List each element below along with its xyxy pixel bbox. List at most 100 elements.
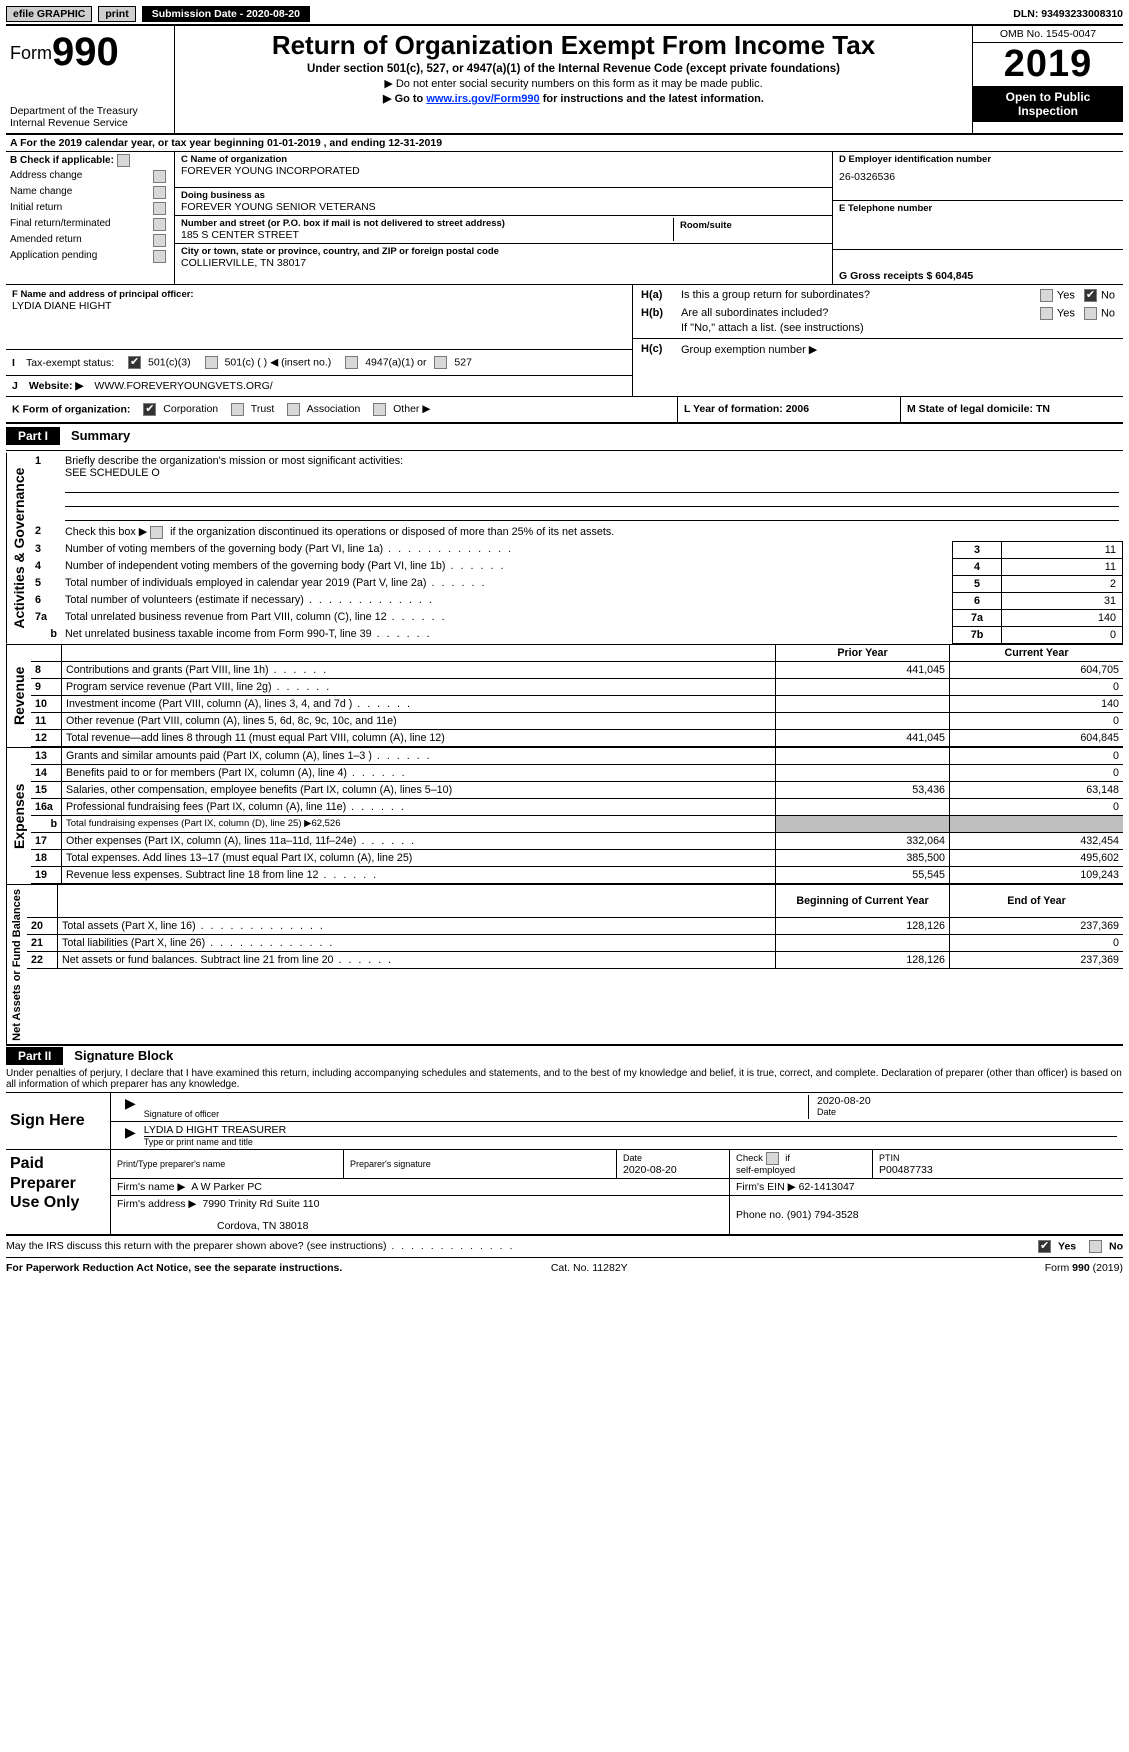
line5: Total number of individuals employed in … — [61, 575, 953, 592]
firm-addr2: Cordova, TN 38018 — [117, 1220, 723, 1232]
k-label: K Form of organization: — [12, 403, 130, 415]
efile-button[interactable]: efile GRAPHIC — [6, 6, 92, 22]
prep-sig-label: Preparer's signature — [350, 1159, 431, 1169]
chk-pending[interactable]: Application pending — [10, 250, 170, 263]
hdr-prior: Prior Year — [776, 645, 950, 662]
dept-treasury: Department of the Treasury — [10, 105, 170, 117]
ha-text: Is this a group return for subordinates? — [681, 289, 995, 302]
activities-table: 1 Briefly describe the organization's mi… — [31, 453, 1123, 644]
expenses-table: 13Grants and similar amounts paid (Part … — [31, 748, 1123, 884]
ha-no[interactable] — [1084, 289, 1097, 302]
opt-4947: 4947(a)(1) or — [365, 356, 426, 368]
ha-yes[interactable] — [1040, 289, 1053, 302]
opt-corp: Corporation — [163, 403, 218, 415]
chk-line2[interactable] — [150, 526, 163, 539]
opt-501c: 501(c) ( ) ◀ (insert no.) — [225, 356, 332, 368]
website-label: Website: ▶ — [29, 380, 84, 392]
chk-501c3[interactable] — [128, 356, 141, 369]
firm-ein-label: Firm's EIN ▶ — [736, 1181, 796, 1193]
block-fh: F Name and address of principal officer:… — [6, 285, 1123, 397]
hb-yes[interactable] — [1040, 307, 1053, 320]
chk-name[interactable]: Name change — [10, 186, 170, 199]
part-ii-header: Part II — [6, 1047, 63, 1065]
label-expenses: Expenses — [6, 748, 31, 884]
part-ii-title: Signature Block — [66, 1048, 173, 1063]
l-year: L Year of formation: 2006 — [677, 397, 900, 422]
sign-here-block: Sign Here ▶ Signature of officer 2020-08… — [6, 1092, 1123, 1150]
taxexempt-label: Tax-exempt status: — [26, 357, 114, 369]
header-right: OMB No. 1545-0047 2019 Open to Public In… — [972, 26, 1123, 133]
org-name: FOREVER YOUNG INCORPORATED — [181, 165, 826, 177]
hdr-curr: Current Year — [950, 645, 1124, 662]
footer: For Paperwork Reduction Act Notice, see … — [6, 1258, 1123, 1278]
submission-date: Submission Date - 2020-08-20 — [142, 6, 310, 22]
line2: Check this box ▶ if the organization dis… — [61, 523, 1123, 541]
chk-initial[interactable]: Initial return — [10, 202, 170, 215]
perjury-statement: Under penalties of perjury, I declare th… — [6, 1066, 1123, 1092]
f-label: F Name and address of principal officer: — [12, 289, 626, 300]
paid-preparer-block: Paid Preparer Use Only Print/Type prepar… — [6, 1150, 1123, 1236]
form-subtitle: Under section 501(c), 527, or 4947(a)(1)… — [179, 63, 968, 75]
yes-label: Yes — [1057, 289, 1075, 301]
open-public: Open to Public Inspection — [973, 86, 1123, 122]
chk-trust[interactable] — [231, 403, 244, 416]
footer-left: For Paperwork Reduction Act Notice, see … — [6, 1262, 342, 1274]
omb-no: OMB No. 1545-0047 — [973, 26, 1123, 43]
chk-amended[interactable]: Amended return — [10, 234, 170, 247]
line7b: Net unrelated business taxable income fr… — [61, 626, 953, 643]
chk-other[interactable] — [373, 403, 386, 416]
hb-note: If "No," attach a list. (see instruction… — [633, 321, 1123, 339]
city-value: COLLIERVILLE, TN 38017 — [181, 257, 826, 269]
hb-marker: H(b) — [641, 307, 681, 320]
firm-name: A W Parker PC — [191, 1181, 262, 1193]
col-c: C Name of organization FOREVER YOUNG INC… — [175, 152, 832, 284]
netassets-table: Beginning of Current YearEnd of Year 20T… — [27, 885, 1123, 969]
firm-phone-label: Phone no. — [736, 1209, 784, 1221]
header-center: Return of Organization Exempt From Incom… — [175, 26, 972, 133]
hb-no[interactable] — [1084, 307, 1097, 320]
m-state: M State of legal domicile: TN — [900, 397, 1123, 422]
form-990-page: efile GRAPHIC print Submission Date - 20… — [0, 0, 1129, 1284]
block-bcd: B Check if applicable: Address change Na… — [6, 152, 1123, 285]
chk-self-emp[interactable] — [766, 1152, 779, 1165]
row-i-marker: I — [12, 357, 26, 369]
label-revenue: Revenue — [6, 645, 31, 747]
col-b: B Check if applicable: Address change Na… — [6, 152, 175, 284]
sign-here-label: Sign Here — [6, 1093, 111, 1149]
chk-assoc[interactable] — [287, 403, 300, 416]
form-number: 990 — [52, 30, 119, 74]
print-button[interactable]: print — [98, 6, 135, 22]
part-i-title: Summary — [63, 428, 130, 443]
chk-501c[interactable] — [205, 356, 218, 369]
dln: DLN: 93493233008310 — [1013, 8, 1123, 20]
sig-officer-label: Signature of officer — [144, 1109, 808, 1119]
checkbox-icon[interactable] — [117, 154, 130, 167]
line7a: Total unrelated business revenue from Pa… — [61, 609, 953, 626]
part-i-header: Part I — [6, 427, 60, 445]
chk-address[interactable]: Address change — [10, 170, 170, 183]
irs-link[interactable]: www.irs.gov/Form990 — [426, 93, 539, 105]
footer-cat: Cat. No. 11282Y — [551, 1262, 628, 1274]
chk-corp[interactable] — [143, 403, 156, 416]
label-netassets: Net Assets or Fund Balances — [6, 885, 27, 1045]
yes-label-2: Yes — [1057, 307, 1075, 319]
form-note1: ▶ Do not enter social security numbers o… — [179, 77, 968, 90]
chk-527[interactable] — [434, 356, 447, 369]
chk-4947[interactable] — [345, 356, 358, 369]
line3: Number of voting members of the governin… — [61, 541, 953, 558]
row-j-marker: J — [12, 380, 26, 392]
form-header: Form990 Department of the Treasury Inter… — [6, 24, 1123, 135]
opt-other: Other ▶ — [393, 403, 430, 415]
chk-final[interactable]: Final return/terminated — [10, 218, 170, 231]
no-label: No — [1101, 289, 1115, 301]
arrow-icon: ▶ — [117, 1095, 144, 1119]
opt-527: 527 — [454, 356, 472, 368]
opt-501c3: 501(c)(3) — [148, 356, 191, 368]
discuss-no-label: No — [1109, 1241, 1123, 1253]
discuss-no[interactable] — [1089, 1240, 1102, 1253]
hdr-end: End of Year — [950, 885, 1124, 918]
line6: Total number of volunteers (estimate if … — [61, 592, 953, 609]
row-a: A For the 2019 calendar year, or tax yea… — [6, 135, 1123, 152]
discuss-yes[interactable] — [1038, 1240, 1051, 1253]
prep-name-label: Print/Type preparer's name — [117, 1159, 225, 1169]
